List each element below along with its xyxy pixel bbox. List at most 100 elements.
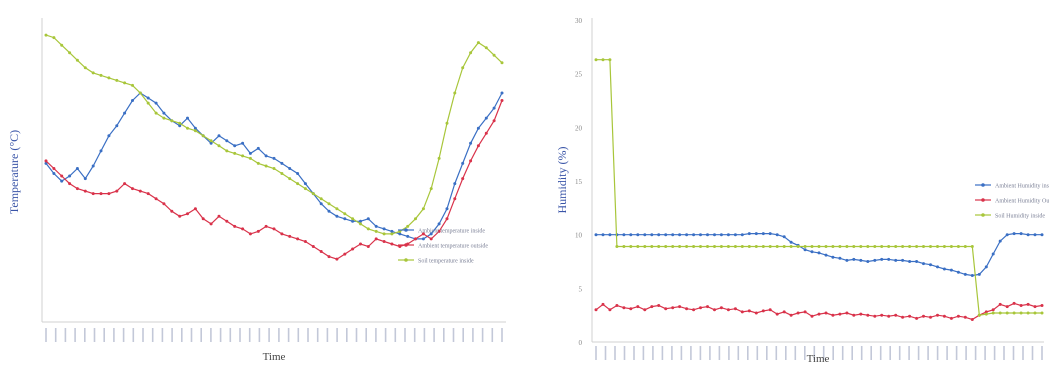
humidity-data-point [636,305,640,309]
temperature-data-point [311,245,315,248]
temperature-data-point [123,81,127,85]
temperature-data-point [311,192,315,196]
humidity-data-point [845,311,849,315]
humidity-data-point [768,232,772,236]
temperature-data-point [453,182,457,186]
temperature-data-point [484,131,488,135]
humidity-legend-label: Soil Humidity inside [995,214,1045,220]
temperature-data-point [107,76,111,80]
humidity-data-point [789,245,793,248]
temperature-data-point [256,146,260,150]
temperature-data-point [264,154,268,158]
humidity-data-point [963,272,967,276]
temperature-data-point [186,126,189,130]
humidity-data-point [713,308,716,312]
temperature-data-point [461,161,465,165]
humidity-data-point [650,245,654,248]
temperature-data-point [351,219,355,223]
humidity-data-point [594,308,598,312]
temperature-data-point [83,189,87,193]
humidity-data-point [740,310,744,314]
humidity-data-point [852,257,856,261]
temperature-data-point [382,232,386,236]
humidity-data-point [838,245,842,248]
temperature-data-point [272,227,276,231]
temperature-data-point [406,224,410,228]
temperature-data-point [453,91,457,95]
humidity-data-point [747,232,751,236]
humidity-data-point [775,312,779,316]
humidity-data-point [1040,304,1044,307]
temperature-data-point [68,51,72,55]
temperature-legend-swatch-marker [404,243,408,247]
temperature-data-point [217,144,221,148]
temperature-data-point [453,197,457,201]
humidity-data-point [929,315,932,319]
temperature-data-point [288,177,292,181]
humidity-data-point [671,245,675,248]
humidity-data-point [831,255,835,259]
temperature-data-point [303,182,307,186]
humidity-data-point [726,308,730,312]
temperature-data-point [343,217,347,221]
humidity-data-point [622,233,626,237]
humidity-data-point [908,314,912,318]
temperature-data-point [484,46,488,50]
humidity-data-point [894,258,898,262]
humidity-data-point [713,245,716,248]
humidity-data-point [901,245,905,248]
temperature-data-point [131,83,134,87]
temperature-legend: Ambient temperature inside Ambient temper… [398,228,488,265]
humidity-data-point [956,314,960,318]
humidity-data-point [733,233,737,237]
temperature-data-point [343,212,347,216]
humidity-legend-swatch-marker [981,183,985,187]
temperature-data-point [382,240,386,243]
humidity-data-point [852,313,856,317]
humidity-data-point [789,240,793,244]
humidity-data-point [740,245,744,248]
humidity-data-point [880,313,884,317]
humidity-data-point [887,314,891,318]
humidity-data-point [699,245,702,248]
temperature-data-point [280,172,284,175]
temperature-data-point [107,134,111,138]
humidity-data-point [796,311,800,315]
temperature-data-point [44,159,48,163]
humidity-data-point [615,245,619,248]
humidity-data-point [1026,311,1030,315]
humidity-data-point [977,313,981,317]
temperature-data-point [296,237,300,241]
humidity-data-point [984,265,988,269]
humidity-data-point [824,245,828,248]
temperature-data-point [91,71,95,75]
humidity-data-point [873,314,877,318]
humidity-data-point [699,306,702,310]
humidity-data-point [747,245,751,248]
temperature-data-point [99,73,103,77]
temperature-data-point [75,167,79,170]
humidity-series-2 [594,301,1044,321]
temperature-data-point [445,121,449,125]
temperature-data-point [193,126,197,130]
temperature-data-point [343,252,347,256]
humidity-data-point [594,58,598,62]
humidity-data-point [817,312,821,316]
humidity-data-point [1005,233,1009,237]
humidity-data-point [901,315,905,319]
humidity-data-point [887,257,891,261]
humidity-data-point [678,233,682,237]
humidity-data-point [936,245,939,248]
temperature-data-point [429,237,433,241]
temperature-data-point [469,159,473,163]
temperature-data-point [154,111,158,115]
temperature-data-point [138,91,142,95]
temperature-legend-label: Soil temperature inside [418,259,474,265]
temperature-legend-swatch-marker [404,228,408,232]
humidity-data-point [859,245,863,248]
temperature-data-point [75,58,79,62]
humidity-data-point [949,245,953,248]
temperature-legend-item: Ambient temperature outside [398,243,488,250]
temperature-data-point [248,232,252,236]
temperature-data-point [225,149,229,153]
